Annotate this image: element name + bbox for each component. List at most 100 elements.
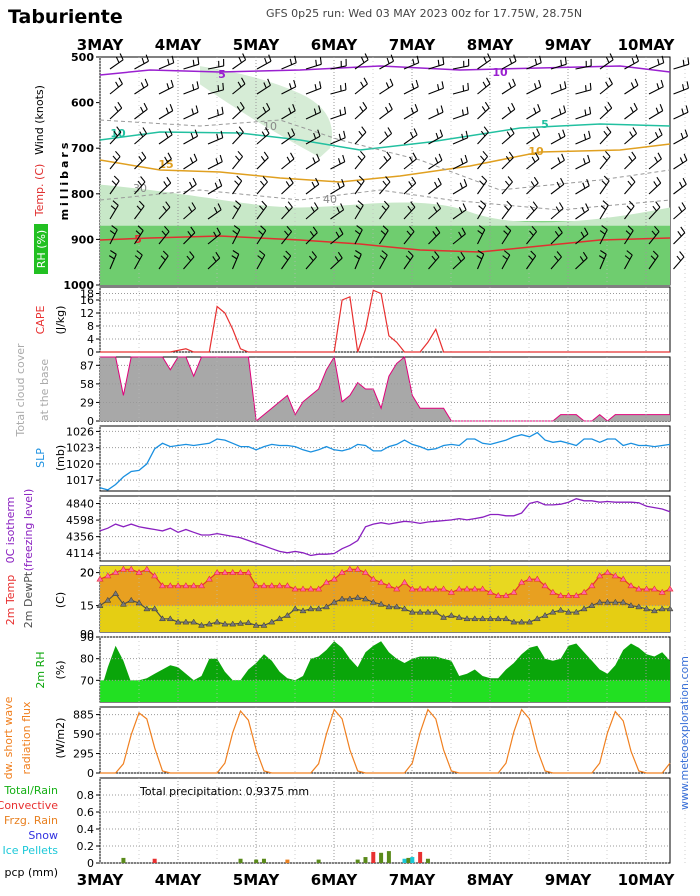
wind-barb (134, 254, 143, 270)
wind-barb (158, 158, 172, 170)
date-label-bottom: 4MAY (155, 871, 203, 889)
wind-barb-feather (194, 129, 199, 137)
wind-barb-feather (630, 176, 636, 183)
cape-line (100, 289, 670, 353)
isotherm (99, 123, 671, 151)
wind-barb-feather (213, 207, 218, 213)
temp-marker (643, 585, 651, 592)
wind-barb (599, 131, 612, 145)
wind-barb (305, 232, 318, 245)
dewpt-marker (424, 608, 432, 615)
wind-barb-feather (312, 226, 318, 234)
wind-barb-feather (655, 201, 661, 208)
y-tick-label: 29 (80, 396, 94, 409)
wind-barb (207, 185, 222, 195)
wind-barb-feather (143, 102, 148, 110)
pcp-bar (379, 852, 384, 863)
wind-barb (550, 159, 565, 170)
wind-barb-feather (660, 79, 664, 87)
wind-barb-feather (189, 251, 195, 258)
wind-barb-feather (262, 106, 267, 113)
y-tick-label: 0 (87, 767, 94, 780)
pcp-panel: 0 0.2 0.4 0.6 0.8 Total precipitation: 0.9375… (0, 777, 686, 879)
wind-barb-feather (588, 130, 591, 138)
wind-barb (134, 60, 149, 70)
wind-barb-feather (601, 225, 608, 231)
wind-barb-feather (387, 127, 393, 134)
rh-label: 2m RH (34, 651, 47, 688)
y-tick-label: 20 (80, 567, 94, 580)
dewpt-marker (510, 618, 518, 625)
wind-barb-feather (478, 225, 486, 231)
wind-barb-feather (289, 58, 293, 65)
wind-barb-feather (406, 230, 412, 236)
isotherm-label: 15 (158, 158, 173, 171)
pcp-bar (238, 858, 243, 863)
wind-barb-feather (464, 154, 468, 162)
wind-barb (305, 159, 320, 170)
temp-marker (127, 565, 135, 572)
y-tick-label: 900 (71, 233, 94, 246)
wind-barb-feather (262, 176, 268, 183)
wind-barb-feather (312, 157, 316, 164)
wind-barb-feather (343, 130, 346, 138)
dewpt-marker (135, 599, 143, 606)
wind-barb (354, 229, 363, 245)
wind-barb (550, 183, 565, 195)
wind-barb-feather (168, 128, 173, 136)
pcp-bar (386, 851, 391, 863)
wind-barb (134, 230, 144, 245)
wind-barb-feather (656, 83, 660, 90)
cloud-label-sub: at the base (38, 359, 51, 422)
wind-barb (183, 159, 198, 170)
wind-barb-feather (467, 82, 470, 90)
temp-marker (596, 572, 604, 579)
wind-barb (550, 87, 567, 95)
wind-barb-feather (466, 106, 469, 114)
wind-barb-feather (651, 230, 657, 236)
wind-barb-feather (286, 156, 291, 163)
temp-marker (533, 575, 541, 582)
wind-barb (354, 180, 365, 195)
wind-barb-feather (564, 81, 567, 89)
wind-barb (575, 89, 592, 95)
wind-barb-feather (112, 200, 119, 206)
wind-barb (281, 110, 296, 120)
wind-barb-feather (289, 83, 292, 90)
dewpt-marker (112, 590, 120, 596)
date-label-top: 5MAY (233, 36, 281, 54)
wind-barb (452, 137, 468, 145)
wind-barb-feather (556, 181, 561, 188)
wind-barb (109, 107, 123, 120)
wind-barb-feather (608, 77, 613, 85)
isotherm-label: 10 (110, 127, 126, 140)
wind-barb-feather (532, 132, 537, 138)
wind-barb (305, 183, 320, 195)
iso-label: 0C isotherm (4, 497, 17, 564)
y-tick-label: 1017 (66, 474, 94, 487)
dewpt-label: 2m DewPt (22, 571, 35, 628)
wind-barb-feather (409, 132, 414, 138)
wind-barb-feather (315, 59, 318, 66)
dewpt-marker (557, 606, 565, 613)
wind-barb-feather (382, 225, 389, 231)
wind-barb-feather (626, 250, 633, 256)
rh-contour-label: 40 (323, 193, 337, 206)
wind-barb-feather (314, 84, 317, 91)
wind-barb-feather (602, 200, 609, 206)
wind-barb-feather (657, 58, 660, 65)
wind-barb (477, 156, 488, 170)
wind-barb-feather (630, 106, 634, 113)
wind-barb-feather (136, 250, 143, 256)
wind-barb-feather (379, 255, 386, 260)
temp-marker (361, 569, 370, 575)
y-tick-label: 80 (80, 653, 94, 666)
wind-barb-feather (358, 130, 363, 137)
wind-barb-feather (165, 201, 171, 208)
dewpt-marker (260, 621, 268, 628)
wind-barb-feather (681, 202, 687, 209)
wind-barb-feather (581, 207, 586, 213)
wind-barb-feather (241, 77, 246, 85)
wind-barb (403, 110, 418, 120)
